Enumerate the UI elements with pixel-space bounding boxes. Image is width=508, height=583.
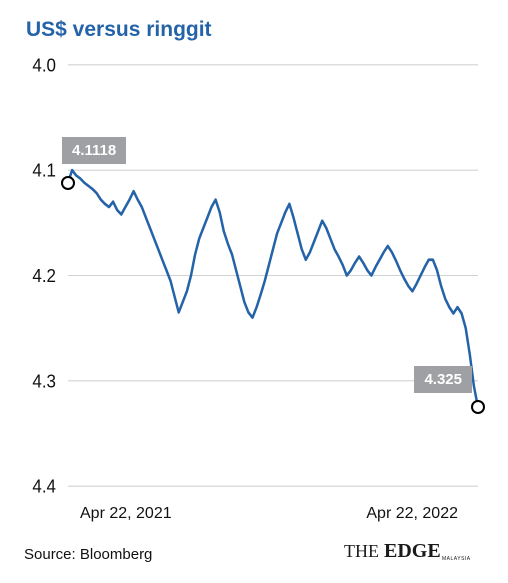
start-value-label: 4.1118 bbox=[62, 137, 126, 164]
svg-text:THE: THE bbox=[344, 541, 379, 561]
chart-svg: 4.0 4.1 4.2 4.3 4.4 bbox=[20, 54, 488, 497]
plot-area: 4.0 4.1 4.2 4.3 4.4 4.1118 4.325 bbox=[20, 54, 488, 497]
chart-title: US$ versus ringgit bbox=[20, 18, 488, 42]
source-text: Source: Bloomberg bbox=[24, 546, 152, 563]
svg-text:4.4: 4.4 bbox=[32, 476, 56, 497]
start-marker bbox=[61, 176, 75, 190]
publisher-logo: THE EDGE MALAYSIA bbox=[344, 539, 484, 563]
svg-text:4.1: 4.1 bbox=[32, 160, 56, 181]
chart-footer: Source: Bloomberg THE EDGE MALAYSIA bbox=[20, 539, 488, 563]
svg-text:MALAYSIA: MALAYSIA bbox=[442, 556, 471, 562]
chart-container: US$ versus ringgit 4.0 4.1 4.2 4.3 4.4 4.111… bbox=[0, 0, 508, 583]
x-label-end: Apr 22, 2022 bbox=[366, 505, 458, 523]
x-axis-labels: Apr 22, 2021 Apr 22, 2022 bbox=[20, 505, 488, 523]
end-value-label: 4.325 bbox=[414, 366, 472, 393]
end-marker bbox=[471, 400, 485, 414]
x-label-start: Apr 22, 2021 bbox=[80, 505, 172, 523]
svg-text:4.2: 4.2 bbox=[32, 265, 56, 286]
svg-text:4.0: 4.0 bbox=[32, 55, 56, 76]
svg-text:4.3: 4.3 bbox=[32, 371, 56, 392]
svg-text:EDGE: EDGE bbox=[384, 540, 441, 562]
